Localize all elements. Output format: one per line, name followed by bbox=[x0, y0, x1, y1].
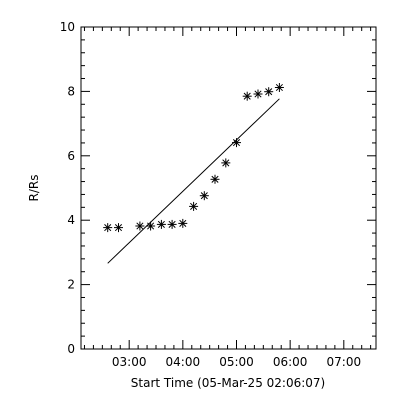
asterisk-stroke bbox=[200, 192, 208, 200]
x-tick-label: 06:00 bbox=[273, 355, 308, 369]
y-tick-label: 6 bbox=[67, 149, 75, 163]
y-tick-label: 2 bbox=[67, 278, 75, 292]
x-axis-label: Start Time (05-Mar-25 02:06:07) bbox=[131, 376, 325, 390]
data-point bbox=[156, 219, 166, 229]
data-point bbox=[242, 91, 252, 101]
x-tick-label: 04:00 bbox=[166, 355, 201, 369]
asterisk-stroke bbox=[147, 222, 155, 230]
y-tick-label: 8 bbox=[67, 84, 75, 98]
plot-frame bbox=[80, 26, 377, 350]
asterisk-stroke bbox=[232, 139, 241, 147]
data-point bbox=[210, 174, 220, 184]
data-point bbox=[135, 221, 145, 231]
y-tick-label: 4 bbox=[67, 213, 75, 227]
asterisk-stroke bbox=[211, 175, 219, 183]
y-tick-label: 10 bbox=[60, 20, 75, 34]
data-point bbox=[199, 191, 209, 201]
data-point bbox=[189, 201, 199, 211]
data-point bbox=[264, 87, 274, 97]
asterisk-stroke bbox=[114, 224, 123, 232]
fit-line bbox=[107, 98, 280, 264]
asterisk-stroke bbox=[254, 90, 262, 98]
asterisk-stroke bbox=[136, 222, 144, 230]
x-tick-label: 07:00 bbox=[327, 355, 362, 369]
data-point bbox=[274, 83, 284, 92]
data-point bbox=[178, 218, 188, 228]
data-marks bbox=[103, 83, 284, 264]
axis-ticks bbox=[81, 26, 376, 350]
asterisk-stroke bbox=[157, 220, 165, 228]
asterisk-stroke bbox=[179, 219, 187, 227]
asterisk-stroke bbox=[190, 202, 198, 210]
asterisk-stroke bbox=[265, 88, 273, 96]
y-tick-label: 0 bbox=[67, 342, 75, 356]
data-point bbox=[167, 219, 177, 229]
asterisk-stroke bbox=[104, 224, 112, 232]
asterisk-stroke bbox=[275, 83, 283, 92]
axis-tick-labels: 0 2 4 6 8 10 03:00 04:00 05:00 06:00 07:00 bbox=[60, 20, 361, 369]
asterisk-stroke bbox=[243, 92, 251, 100]
y-axis-label: R/Rs bbox=[27, 175, 41, 202]
data-point bbox=[253, 89, 263, 99]
data-point bbox=[221, 158, 231, 168]
x-tick-label: 05:00 bbox=[219, 355, 254, 369]
data-point bbox=[114, 223, 123, 233]
data-point bbox=[103, 223, 113, 233]
asterisk-stroke bbox=[168, 220, 176, 228]
asterisk-stroke bbox=[222, 159, 230, 167]
x-tick-label: 03:00 bbox=[112, 355, 147, 369]
